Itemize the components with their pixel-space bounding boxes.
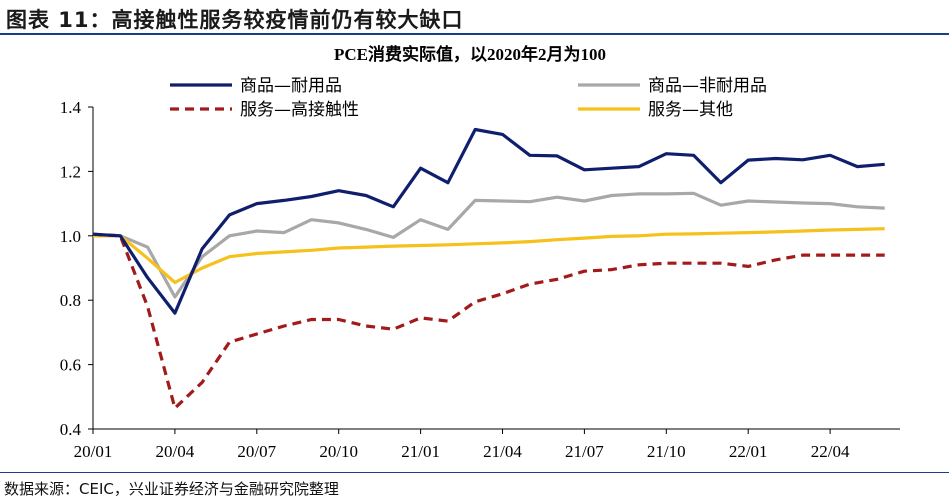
legend-label-3: 服务—其他 <box>648 100 733 120</box>
y-tick-label: 0.6 <box>60 356 81 375</box>
x-tick-label: 20/04 <box>156 442 195 461</box>
y-tick-label: 0.4 <box>60 420 82 439</box>
series-line-1 <box>93 191 885 299</box>
y-tick-label: 0.8 <box>60 291 81 310</box>
x-tick-label: 22/04 <box>811 442 850 461</box>
x-tick-label: 21/04 <box>483 442 522 461</box>
x-tick-label: 21/10 <box>647 442 686 461</box>
data-source: 数据来源：CEIC，兴业证券经济与金融研究院整理 <box>4 480 339 498</box>
legend-label-1: 商品—非耐用品 <box>648 76 767 96</box>
series-line-3 <box>93 227 885 285</box>
y-tick-label: 1.0 <box>60 227 81 246</box>
x-tick-label: 20/01 <box>74 442 113 461</box>
series-lines <box>92 127 885 410</box>
bottom-divider <box>0 472 949 473</box>
x-tick-label: 20/10 <box>319 442 358 461</box>
y-tick-label: 1.2 <box>60 162 81 181</box>
series-line-0 <box>92 127 885 315</box>
x-tick-label: 21/01 <box>401 442 440 461</box>
legend-label-0: 商品—耐用品 <box>240 76 342 96</box>
x-tick-label: 20/07 <box>237 442 276 461</box>
top-divider <box>0 33 949 35</box>
y-tick-label: 1.4 <box>60 98 82 117</box>
chart-title: PCE消费实际值，以2020年2月为100 <box>334 44 606 64</box>
legend-label-2: 服务—高接触性 <box>240 100 359 120</box>
x-tick-label: 22/01 <box>729 442 768 461</box>
series-line-2 <box>92 232 885 410</box>
line-chart: PCE消费实际值，以2020年2月为100 商品—耐用品 商品—非耐用品服务—高接… <box>60 44 900 461</box>
x-tick-label: 21/07 <box>565 442 604 461</box>
axes: 0.4 0.6 0.8 1.0 1.2 1.4 20/01 20/04 20/07 20/10 21… <box>60 98 900 461</box>
figure-title: 图表 11：高接触性服务较疫情前仍有较大缺口 <box>6 8 464 32</box>
